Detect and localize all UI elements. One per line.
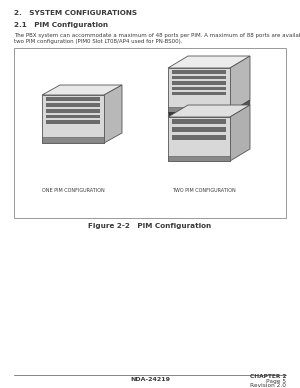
Text: Figure 2-2   PIM Configuration: Figure 2-2 PIM Configuration [88, 223, 212, 229]
Polygon shape [46, 109, 100, 113]
Polygon shape [46, 97, 100, 101]
Polygon shape [168, 68, 230, 112]
Polygon shape [42, 85, 122, 95]
Polygon shape [46, 103, 100, 107]
Polygon shape [104, 85, 122, 143]
Text: 2.1   PIM Configuration: 2.1 PIM Configuration [14, 22, 108, 28]
Polygon shape [172, 70, 226, 74]
Polygon shape [172, 119, 226, 124]
Polygon shape [172, 81, 226, 85]
Polygon shape [172, 92, 226, 95]
Polygon shape [46, 120, 100, 124]
Text: Revision 2.0: Revision 2.0 [250, 383, 286, 388]
Bar [14, 48, 286, 218]
Polygon shape [172, 76, 226, 79]
Polygon shape [46, 115, 100, 118]
Polygon shape [168, 117, 230, 161]
Text: 2.   SYSTEM CONFIGURATIONS: 2. SYSTEM CONFIGURATIONS [14, 10, 137, 16]
Polygon shape [168, 156, 230, 161]
Polygon shape [168, 112, 230, 117]
Text: CHAPTER 2: CHAPTER 2 [250, 374, 286, 379]
Polygon shape [42, 95, 104, 143]
Polygon shape [168, 107, 230, 112]
Polygon shape [172, 135, 226, 140]
Text: two PIM configuration (PIM0 Slot LT08/AP4 used for PN-BS00).: two PIM configuration (PIM0 Slot LT08/AP… [14, 39, 182, 44]
Text: Page 5: Page 5 [266, 379, 286, 383]
Polygon shape [172, 87, 226, 90]
Text: NDA-24219: NDA-24219 [130, 377, 170, 382]
Text: TWO PIM CONFIGURATION: TWO PIM CONFIGURATION [172, 188, 236, 193]
Polygon shape [168, 56, 250, 68]
Text: ONE PIM CONFIGURATION: ONE PIM CONFIGURATION [42, 188, 104, 193]
Text: The PBX system can accommodate a maximum of 48 ports per PIM. A maximum of 88 po: The PBX system can accommodate a maximum… [14, 33, 300, 38]
Polygon shape [172, 127, 226, 132]
Polygon shape [42, 137, 104, 143]
Polygon shape [230, 56, 250, 112]
Polygon shape [230, 100, 250, 117]
Polygon shape [168, 105, 250, 117]
Polygon shape [230, 105, 250, 161]
